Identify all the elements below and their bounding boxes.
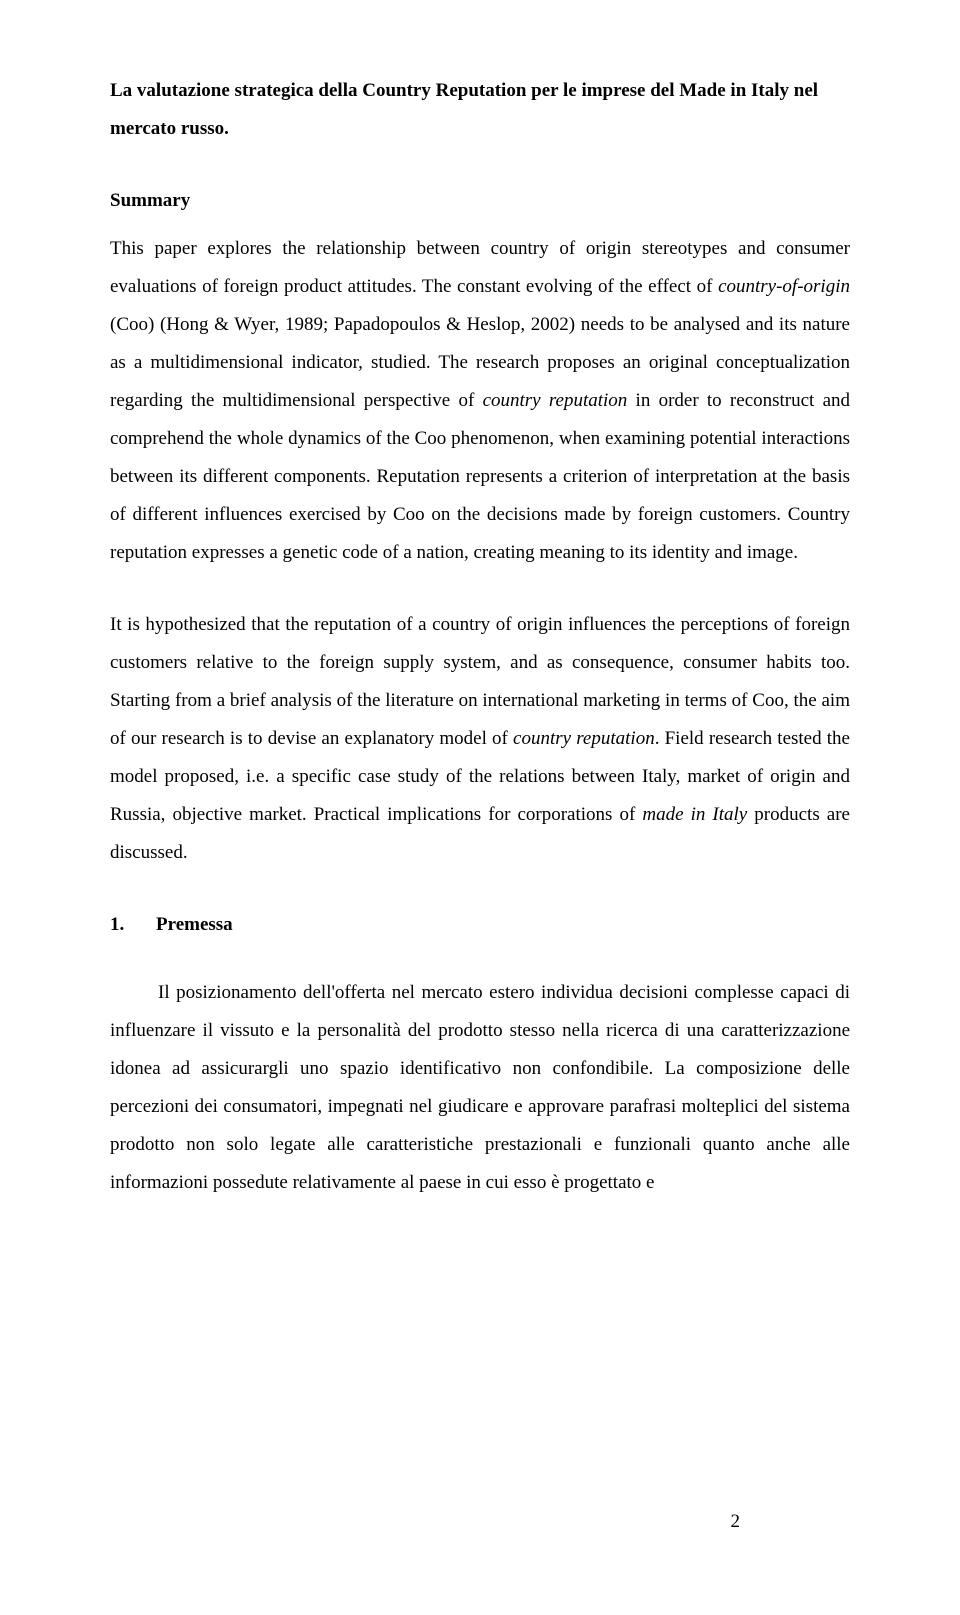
title-line-2: mercato russo. [110, 118, 229, 139]
made-in-italy-italic: made in Italy [642, 804, 747, 825]
summary-heading: Summary [110, 182, 850, 220]
page-number: 2 [731, 1503, 741, 1541]
country-reputation-italic-2: country reputation [513, 728, 655, 749]
summary-paragraph-2: It is hypothesized that the reputation o… [110, 606, 850, 872]
country-reputation-italic-1: country reputation [483, 390, 628, 411]
section-number: 1. [110, 906, 156, 944]
premessa-paragraph: Il posizionamento dell'offerta nel merca… [110, 974, 850, 1202]
summary-paragraph-1: This paper explores the relationship bet… [110, 230, 850, 572]
section-title: Premessa [156, 906, 233, 944]
title-line-1: La valutazione strategica della Country … [110, 80, 818, 101]
document-title: La valutazione strategica della Country … [110, 72, 850, 148]
section-1-heading: 1. Premessa [110, 906, 850, 944]
summary-text-mid2: in order to reconstruct and comprehend t… [110, 390, 850, 563]
country-of-origin-italic: country-of-origin [718, 276, 850, 297]
